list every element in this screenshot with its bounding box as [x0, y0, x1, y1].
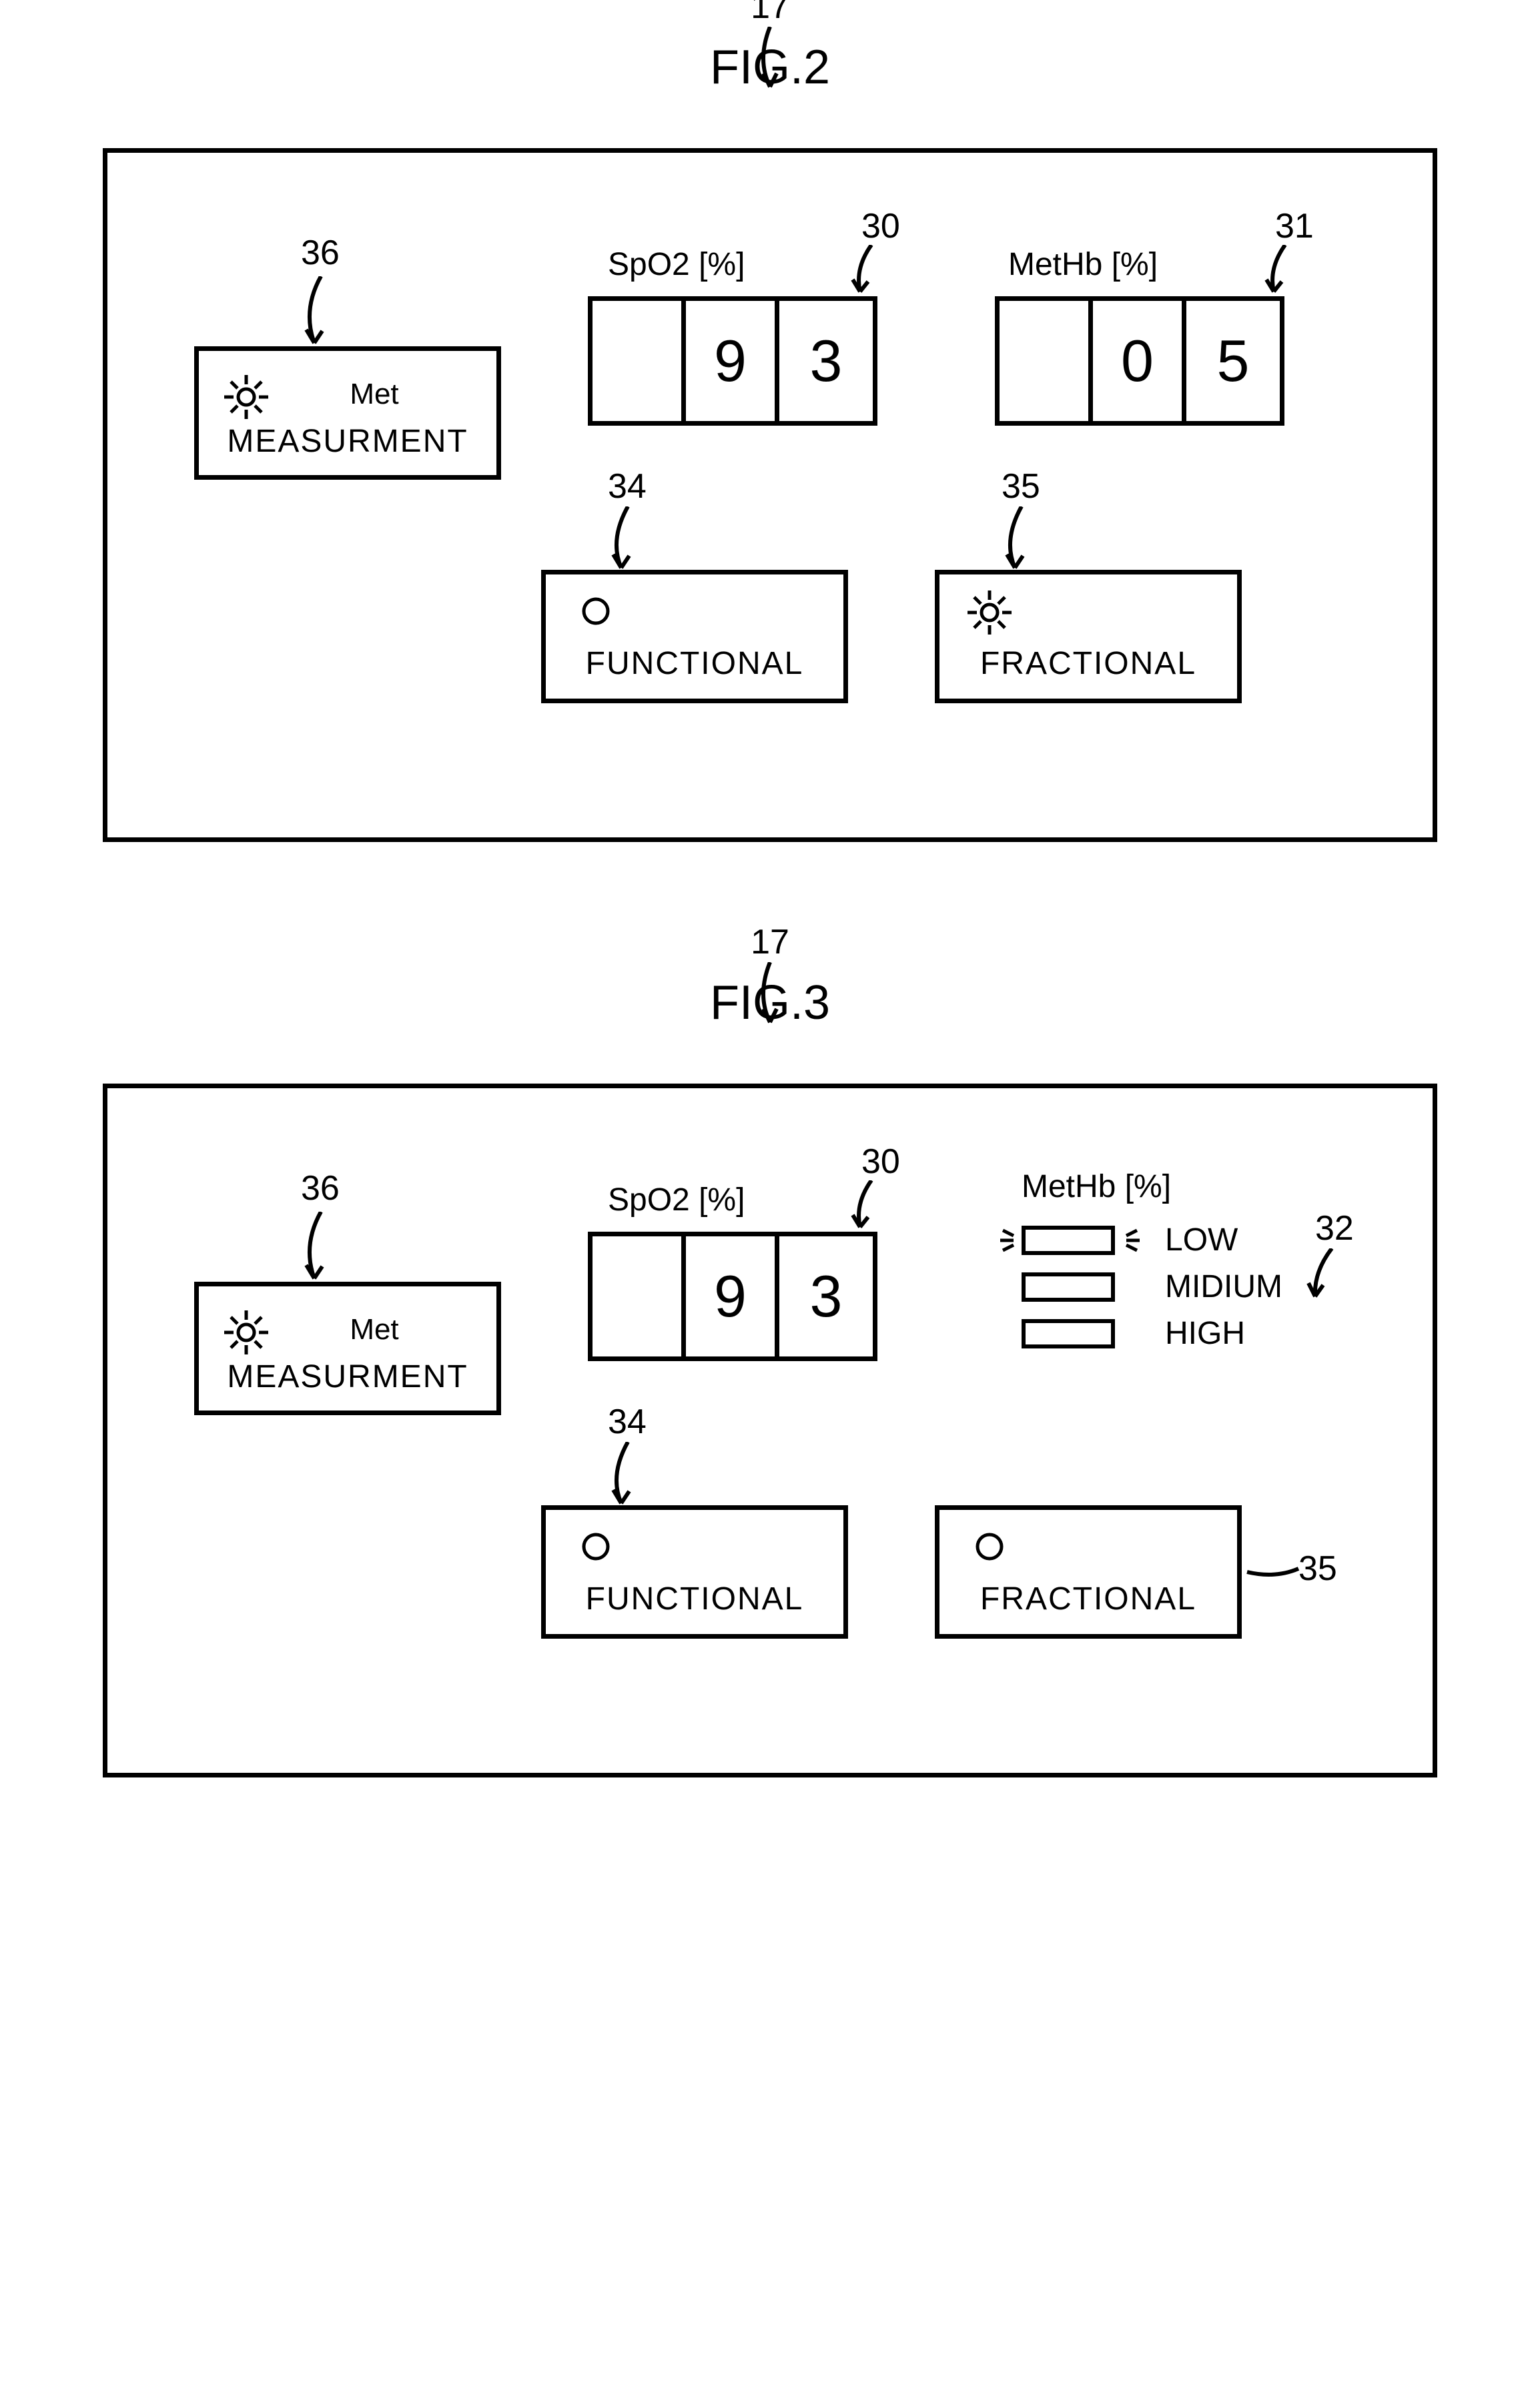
leader-35	[995, 506, 1035, 573]
ref-30: 30	[861, 1142, 900, 1182]
level-bar	[1022, 1272, 1115, 1302]
spo2-display: 9 3	[588, 1232, 877, 1361]
functional-label: FUNCTIONAL	[546, 1581, 843, 1617]
measurement-label: MEASURMENT	[219, 423, 476, 460]
functional-button[interactable]: FUNCTIONAL	[541, 570, 848, 703]
leader-30	[841, 245, 881, 298]
methb-label: MetHb [%]	[1008, 246, 1158, 283]
level-medium: MIDIUM	[995, 1268, 1282, 1305]
methb-digit-2: 5	[1186, 301, 1280, 421]
leader-32	[1302, 1248, 1342, 1302]
level-bar	[1022, 1319, 1115, 1348]
level-high: HIGH	[995, 1315, 1282, 1352]
met-measurement-button[interactable]: Met MEASURMENT	[194, 1282, 501, 1415]
fractional-button[interactable]: FRACTIONAL	[935, 1505, 1242, 1639]
spo2-digit-1: 9	[686, 1236, 779, 1356]
level-medium-label: MIDIUM	[1165, 1268, 1282, 1305]
figure-3: FIG.3 17 36	[67, 975, 1473, 1777]
fig2-panel-ref: 17	[751, 0, 789, 27]
ref-36: 36	[301, 1168, 340, 1208]
ref-34: 34	[608, 466, 647, 506]
spo2-digit-0	[593, 1236, 686, 1356]
ref-35: 35	[1002, 466, 1040, 506]
level-bar	[1022, 1226, 1115, 1255]
sun-icon	[966, 589, 1013, 636]
functional-button[interactable]: FUNCTIONAL	[541, 1505, 848, 1639]
leader-34	[601, 506, 641, 573]
glow-right-icon	[1112, 1224, 1145, 1257]
functional-label: FUNCTIONAL	[546, 645, 843, 682]
met-label: Met	[272, 378, 476, 411]
circle-icon	[973, 1530, 1006, 1563]
leader-31	[1255, 245, 1295, 298]
methb-digit-0	[1000, 301, 1093, 421]
ref-31: 31	[1275, 206, 1314, 246]
leader-line-panel	[750, 962, 790, 1029]
sun-icon	[223, 1309, 270, 1356]
methb-display: 0 5	[995, 296, 1284, 426]
fractional-label: FRACTIONAL	[939, 1581, 1237, 1617]
methb-label: MetHb [%]	[1022, 1168, 1171, 1205]
met-measurement-button[interactable]: Met MEASURMENT	[194, 346, 501, 480]
figure-2: FIG.2 17 36	[67, 40, 1473, 842]
level-low-label: LOW	[1165, 1222, 1238, 1258]
measurement-label: MEASURMENT	[219, 1358, 476, 1395]
ref-35-fig3: 35	[1298, 1549, 1337, 1589]
spo2-display: 9 3	[588, 296, 877, 426]
leader-36	[294, 276, 334, 350]
level-low: LOW	[995, 1222, 1282, 1258]
fig3-panel-ref: 17	[751, 922, 789, 962]
leader-30	[841, 1180, 881, 1234]
spo2-digit-1: 9	[686, 301, 779, 421]
methb-digit-1: 0	[1093, 301, 1186, 421]
ref-34: 34	[608, 1402, 647, 1442]
spo2-digit-2: 3	[779, 301, 873, 421]
leader-36	[294, 1212, 334, 1285]
ref-36: 36	[301, 233, 340, 273]
leader-35-fig3	[1242, 1559, 1302, 1585]
methb-level-indicator: LOW MIDIUM HIGH	[995, 1222, 1282, 1362]
ref-30: 30	[861, 206, 900, 246]
sun-icon	[223, 374, 270, 420]
spo2-label: SpO2 [%]	[608, 1182, 745, 1218]
fig3-panel: 36 Met MEASURMENT	[103, 1084, 1437, 1777]
met-label: Met	[272, 1313, 476, 1346]
circle-icon	[579, 1530, 613, 1563]
fractional-label: FRACTIONAL	[939, 645, 1237, 682]
spo2-label: SpO2 [%]	[608, 246, 745, 283]
leader-34	[601, 1442, 641, 1509]
level-high-label: HIGH	[1165, 1315, 1245, 1352]
fig2-panel: 36 Met MEASURMENT	[103, 148, 1437, 842]
spo2-digit-0	[593, 301, 686, 421]
fractional-button[interactable]: FRACTIONAL	[935, 570, 1242, 703]
ref-32: 32	[1315, 1208, 1354, 1248]
leader-line-panel	[750, 27, 790, 93]
circle-icon	[579, 594, 613, 628]
spo2-digit-2: 3	[779, 1236, 873, 1356]
